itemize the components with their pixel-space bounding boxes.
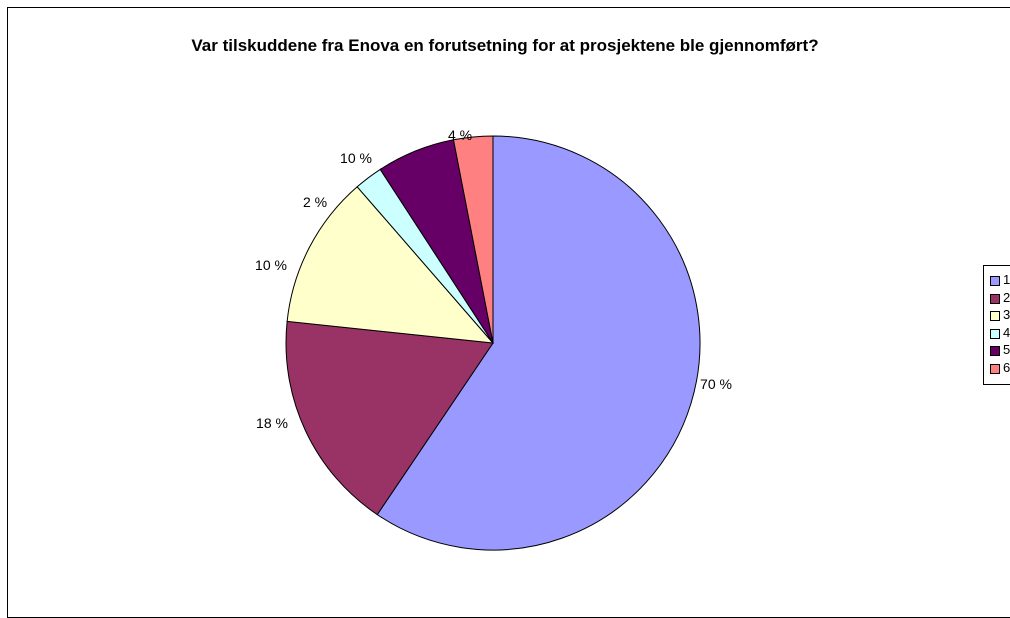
legend-item-4: 4	[990, 324, 1010, 342]
legend-label: 6	[1003, 359, 1010, 375]
legend-item-5: 5	[990, 342, 1010, 359]
legend-swatch	[990, 311, 1000, 321]
pie-slice-1	[376, 135, 701, 551]
legend-item-6: 6	[990, 359, 1010, 377]
data-label-6: 4 %	[448, 127, 472, 143]
legend-swatch	[990, 276, 1000, 286]
legend-swatch	[990, 293, 1000, 304]
pie-slice-6	[452, 135, 494, 344]
legend-label: 3	[1003, 307, 1010, 322]
data-label-2: 18 %	[256, 415, 288, 431]
legend-swatch	[990, 328, 1000, 339]
legend-label: 4	[1003, 324, 1010, 340]
data-label-1: 70 %	[700, 376, 732, 392]
data-label-4: 2 %	[303, 194, 327, 210]
legend-label: 2	[1003, 289, 1010, 305]
data-label-3: 10 %	[255, 257, 287, 273]
legend: 1 2 3 4 5 6	[983, 265, 1010, 385]
legend-item-3: 3	[990, 307, 1010, 324]
pie-slice-2	[285, 320, 494, 516]
legend-label: 5	[1003, 342, 1010, 357]
legend-item-1: 1	[990, 272, 1010, 289]
chart-title: Var tilskuddene fra Enova en forutsetnin…	[191, 36, 819, 55]
legend-swatch	[990, 346, 1000, 356]
legend-item-2: 2	[990, 289, 1010, 307]
legend-swatch	[990, 363, 1000, 374]
legend-label: 1	[1003, 272, 1010, 287]
data-label-5: 10 %	[340, 150, 372, 166]
pie-slice-3	[286, 186, 495, 344]
